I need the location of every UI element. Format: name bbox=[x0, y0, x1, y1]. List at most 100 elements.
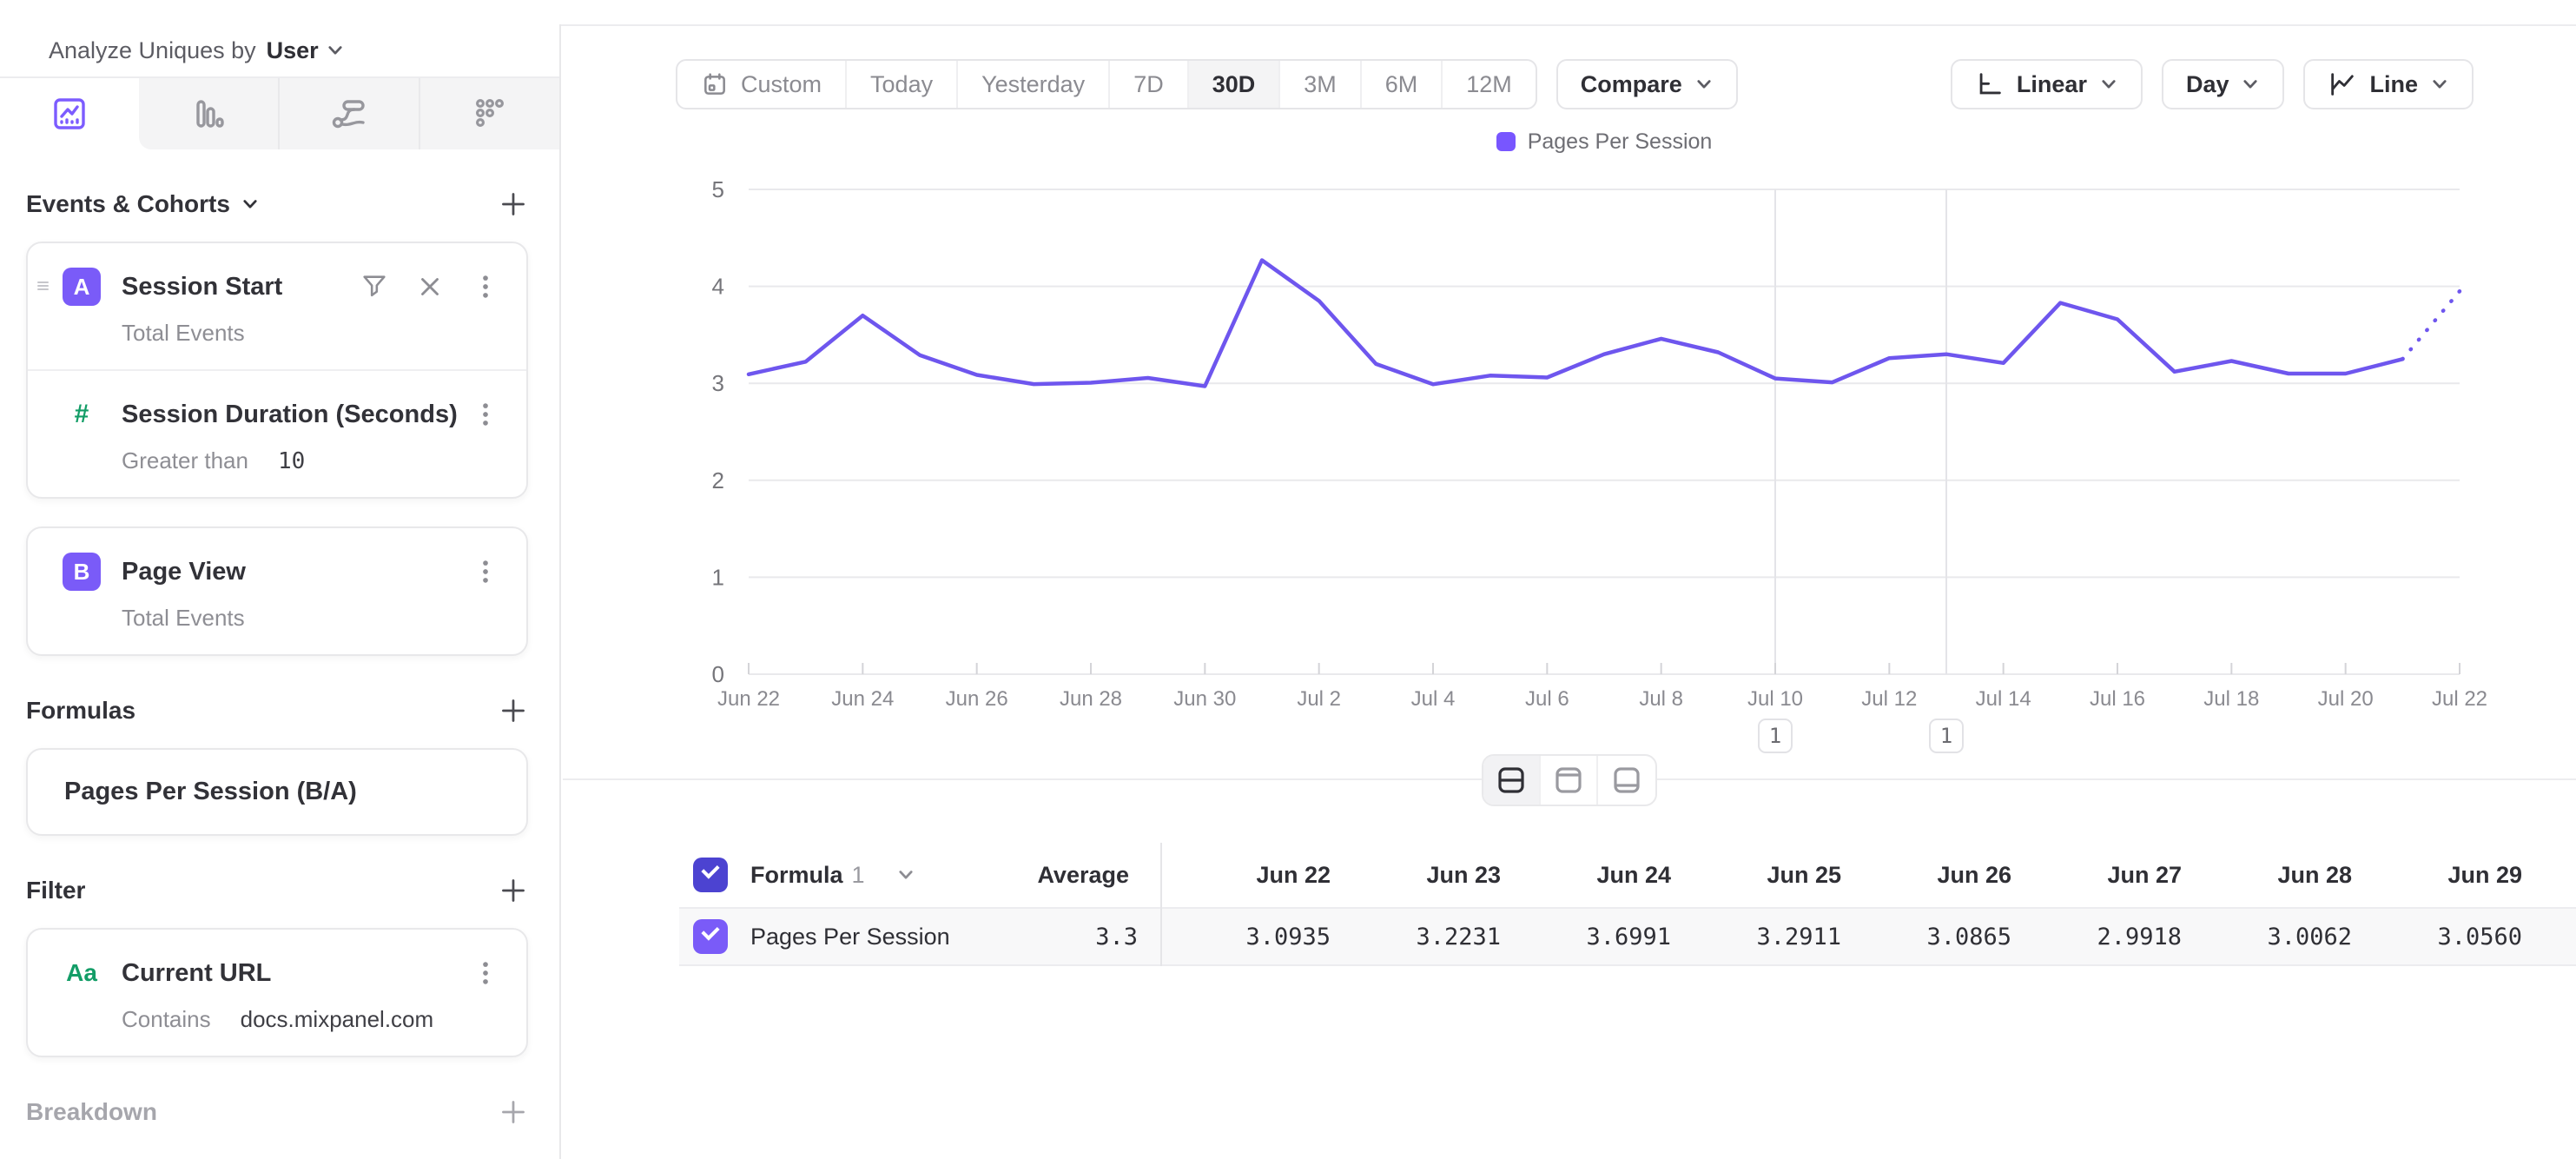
tab-bar-chart[interactable] bbox=[139, 78, 280, 149]
cell-value: 3.0865 bbox=[1926, 923, 2011, 950]
filter-operator[interactable]: Contains bbox=[122, 1006, 211, 1032]
chevron-down-icon bbox=[2102, 80, 2116, 89]
chart-table-divider bbox=[563, 754, 2576, 806]
formula-group-label[interactable]: Formula bbox=[750, 861, 843, 888]
add-event-button[interactable] bbox=[499, 189, 528, 219]
property-name[interactable]: Session Duration (Seconds) bbox=[122, 400, 458, 428]
events-cohorts-title: Events & Cohorts bbox=[26, 190, 230, 217]
event-name[interactable]: Page View bbox=[122, 557, 246, 586]
date-range-6m[interactable]: 6M bbox=[1362, 61, 1443, 108]
kebab-menu-icon[interactable] bbox=[471, 272, 500, 301]
filter-title: Filter bbox=[26, 877, 86, 904]
series-average-value: 3.3 bbox=[1095, 923, 1138, 950]
date-range-30d[interactable]: 30D bbox=[1188, 61, 1281, 108]
svg-text:Jul 10: Jul 10 bbox=[1747, 687, 1803, 711]
svg-text:Jul 8: Jul 8 bbox=[1639, 687, 1683, 711]
cell-value: 2.9918 bbox=[2097, 923, 2182, 950]
svg-text:Jul 16: Jul 16 bbox=[2090, 687, 2145, 711]
scale-button[interactable]: Linear bbox=[1950, 59, 2143, 109]
select-all-checkbox[interactable] bbox=[693, 858, 728, 892]
chart-style-button[interactable]: Line bbox=[2303, 59, 2474, 109]
chart-type-tabs bbox=[0, 78, 559, 149]
tab-flows[interactable] bbox=[280, 78, 420, 149]
line-chart-icon bbox=[54, 98, 85, 129]
svg-text:5: 5 bbox=[712, 176, 724, 202]
date-column-header[interactable]: Jun 25 bbox=[1767, 861, 1841, 888]
line-chart[interactable]: 0 1 2 3 4 5 1 1 Jun 22 Jun 24 Jun 26 Jun 28 Jun 30 Ju… bbox=[563, 156, 2576, 765]
compare-button[interactable]: Compare bbox=[1556, 59, 1738, 109]
filter-value[interactable]: docs.mixpanel.com bbox=[240, 1006, 434, 1032]
svg-text:Jun 30: Jun 30 bbox=[1173, 687, 1236, 711]
events-cohorts-section-header: Events & Cohorts bbox=[26, 189, 528, 219]
table-header-row: Formula 1 Average Jun 22 Jun 23 Jun 24 Jun 2… bbox=[679, 843, 2576, 907]
svg-text:Jul 20: Jul 20 bbox=[2318, 687, 2374, 711]
add-formula-button[interactable] bbox=[499, 696, 528, 725]
cell-value: 3.0935 bbox=[1245, 923, 1331, 950]
date-range-12m[interactable]: 12M bbox=[1466, 70, 1512, 97]
property-value[interactable]: 10 bbox=[277, 447, 306, 474]
date-column-header[interactable]: Jun 24 bbox=[1596, 861, 1671, 888]
table-data-row[interactable]: Pages Per Session 3.3 3.0935 3.2231 3.6991… bbox=[679, 907, 2576, 966]
formula-expression[interactable]: Pages Per Session (B/A) bbox=[64, 778, 357, 805]
query-builder-sidebar: Analyze Uniques by User bbox=[0, 24, 561, 1159]
line-style-icon bbox=[2331, 73, 2355, 96]
cell-value: 3.2231 bbox=[1416, 923, 1501, 950]
chevron-down-icon[interactable] bbox=[241, 195, 260, 214]
filter-icon[interactable] bbox=[360, 272, 389, 301]
kebab-menu-icon[interactable] bbox=[471, 958, 500, 988]
date-range-3m[interactable]: 3M bbox=[1280, 61, 1362, 108]
date-column-header[interactable]: Jun 29 bbox=[2447, 861, 2522, 888]
average-column-header[interactable]: Average bbox=[1037, 861, 1129, 888]
top-divider bbox=[0, 24, 2576, 26]
date-column-header[interactable]: Jun 27 bbox=[2107, 861, 2182, 888]
cell-value: 3.0062 bbox=[2267, 923, 2352, 950]
analyze-value-dropdown[interactable]: User bbox=[266, 36, 319, 63]
chevron-down-icon bbox=[2433, 80, 2447, 89]
date-range-7d[interactable]: 7D bbox=[1110, 61, 1189, 108]
linear-axis-icon bbox=[1979, 73, 2001, 95]
date-range-today[interactable]: Today bbox=[847, 61, 959, 108]
event-aggregation[interactable]: Total Events bbox=[122, 320, 245, 346]
date-column-header[interactable]: Jun 23 bbox=[1426, 861, 1501, 888]
add-breakdown-button[interactable] bbox=[499, 1097, 528, 1127]
date-column-header[interactable]: Jun 22 bbox=[1256, 861, 1331, 888]
series-name: Pages Per Session bbox=[750, 923, 950, 950]
kebab-menu-icon[interactable] bbox=[471, 557, 500, 586]
layout-table-view-button[interactable] bbox=[1598, 756, 1655, 805]
date-column-header[interactable]: Jun 28 bbox=[2277, 861, 2352, 888]
event-property-filter[interactable]: # Session Duration (Seconds) Greater tha… bbox=[28, 369, 526, 497]
chart-legend: Pages Per Session bbox=[749, 127, 2460, 156]
chevron-down-icon[interactable] bbox=[896, 865, 915, 884]
close-icon[interactable] bbox=[415, 272, 445, 301]
granularity-button[interactable]: Day bbox=[2161, 59, 2285, 109]
cell-value: 3.0560 bbox=[2437, 923, 2522, 950]
svg-text:1: 1 bbox=[1769, 724, 1781, 748]
kebab-menu-icon[interactable] bbox=[471, 400, 500, 429]
date-range-custom[interactable]: Custom bbox=[677, 61, 848, 108]
string-property-icon: Aa bbox=[66, 959, 97, 986]
add-filter-button[interactable] bbox=[499, 876, 528, 905]
formula-card[interactable]: Pages Per Session (B/A) bbox=[26, 748, 528, 836]
date-range-yesterday[interactable]: Yesterday bbox=[958, 61, 1111, 108]
event-card-session-start[interactable]: A Session Start Total Events # Session D… bbox=[26, 242, 528, 499]
chevron-down-icon bbox=[328, 46, 342, 55]
layout-split-view-button[interactable] bbox=[1483, 756, 1541, 805]
svg-text:Jun 22: Jun 22 bbox=[717, 687, 780, 711]
svg-text:3: 3 bbox=[712, 370, 724, 396]
svg-text:0: 0 bbox=[712, 661, 724, 687]
event-name[interactable]: Session Start bbox=[122, 272, 283, 301]
svg-text:Jul 14: Jul 14 bbox=[1976, 687, 2031, 711]
property-operator[interactable]: Greater than bbox=[122, 447, 248, 474]
filter-property-name[interactable]: Current URL bbox=[122, 958, 272, 987]
svg-text:Jun 24: Jun 24 bbox=[831, 687, 894, 711]
drag-handle-icon[interactable] bbox=[36, 278, 52, 294]
series-checkbox[interactable] bbox=[693, 919, 728, 954]
filter-card-current-url[interactable]: Aa Current URL Contains docs.mixpanel.co… bbox=[26, 928, 528, 1057]
event-aggregation[interactable]: Total Events bbox=[122, 605, 245, 631]
line-chart-svg: 0 1 2 3 4 5 1 1 Jun 22 Jun 24 Jun 26 Jun 28 Jun 30 Ju… bbox=[712, 176, 2487, 753]
event-card-page-view[interactable]: B Page View Total Events bbox=[26, 527, 528, 656]
layout-chart-view-button[interactable] bbox=[1541, 756, 1598, 805]
tab-line-chart[interactable] bbox=[0, 78, 139, 149]
date-column-header[interactable]: Jun 26 bbox=[1937, 861, 2011, 888]
tab-metrics[interactable] bbox=[420, 78, 559, 149]
